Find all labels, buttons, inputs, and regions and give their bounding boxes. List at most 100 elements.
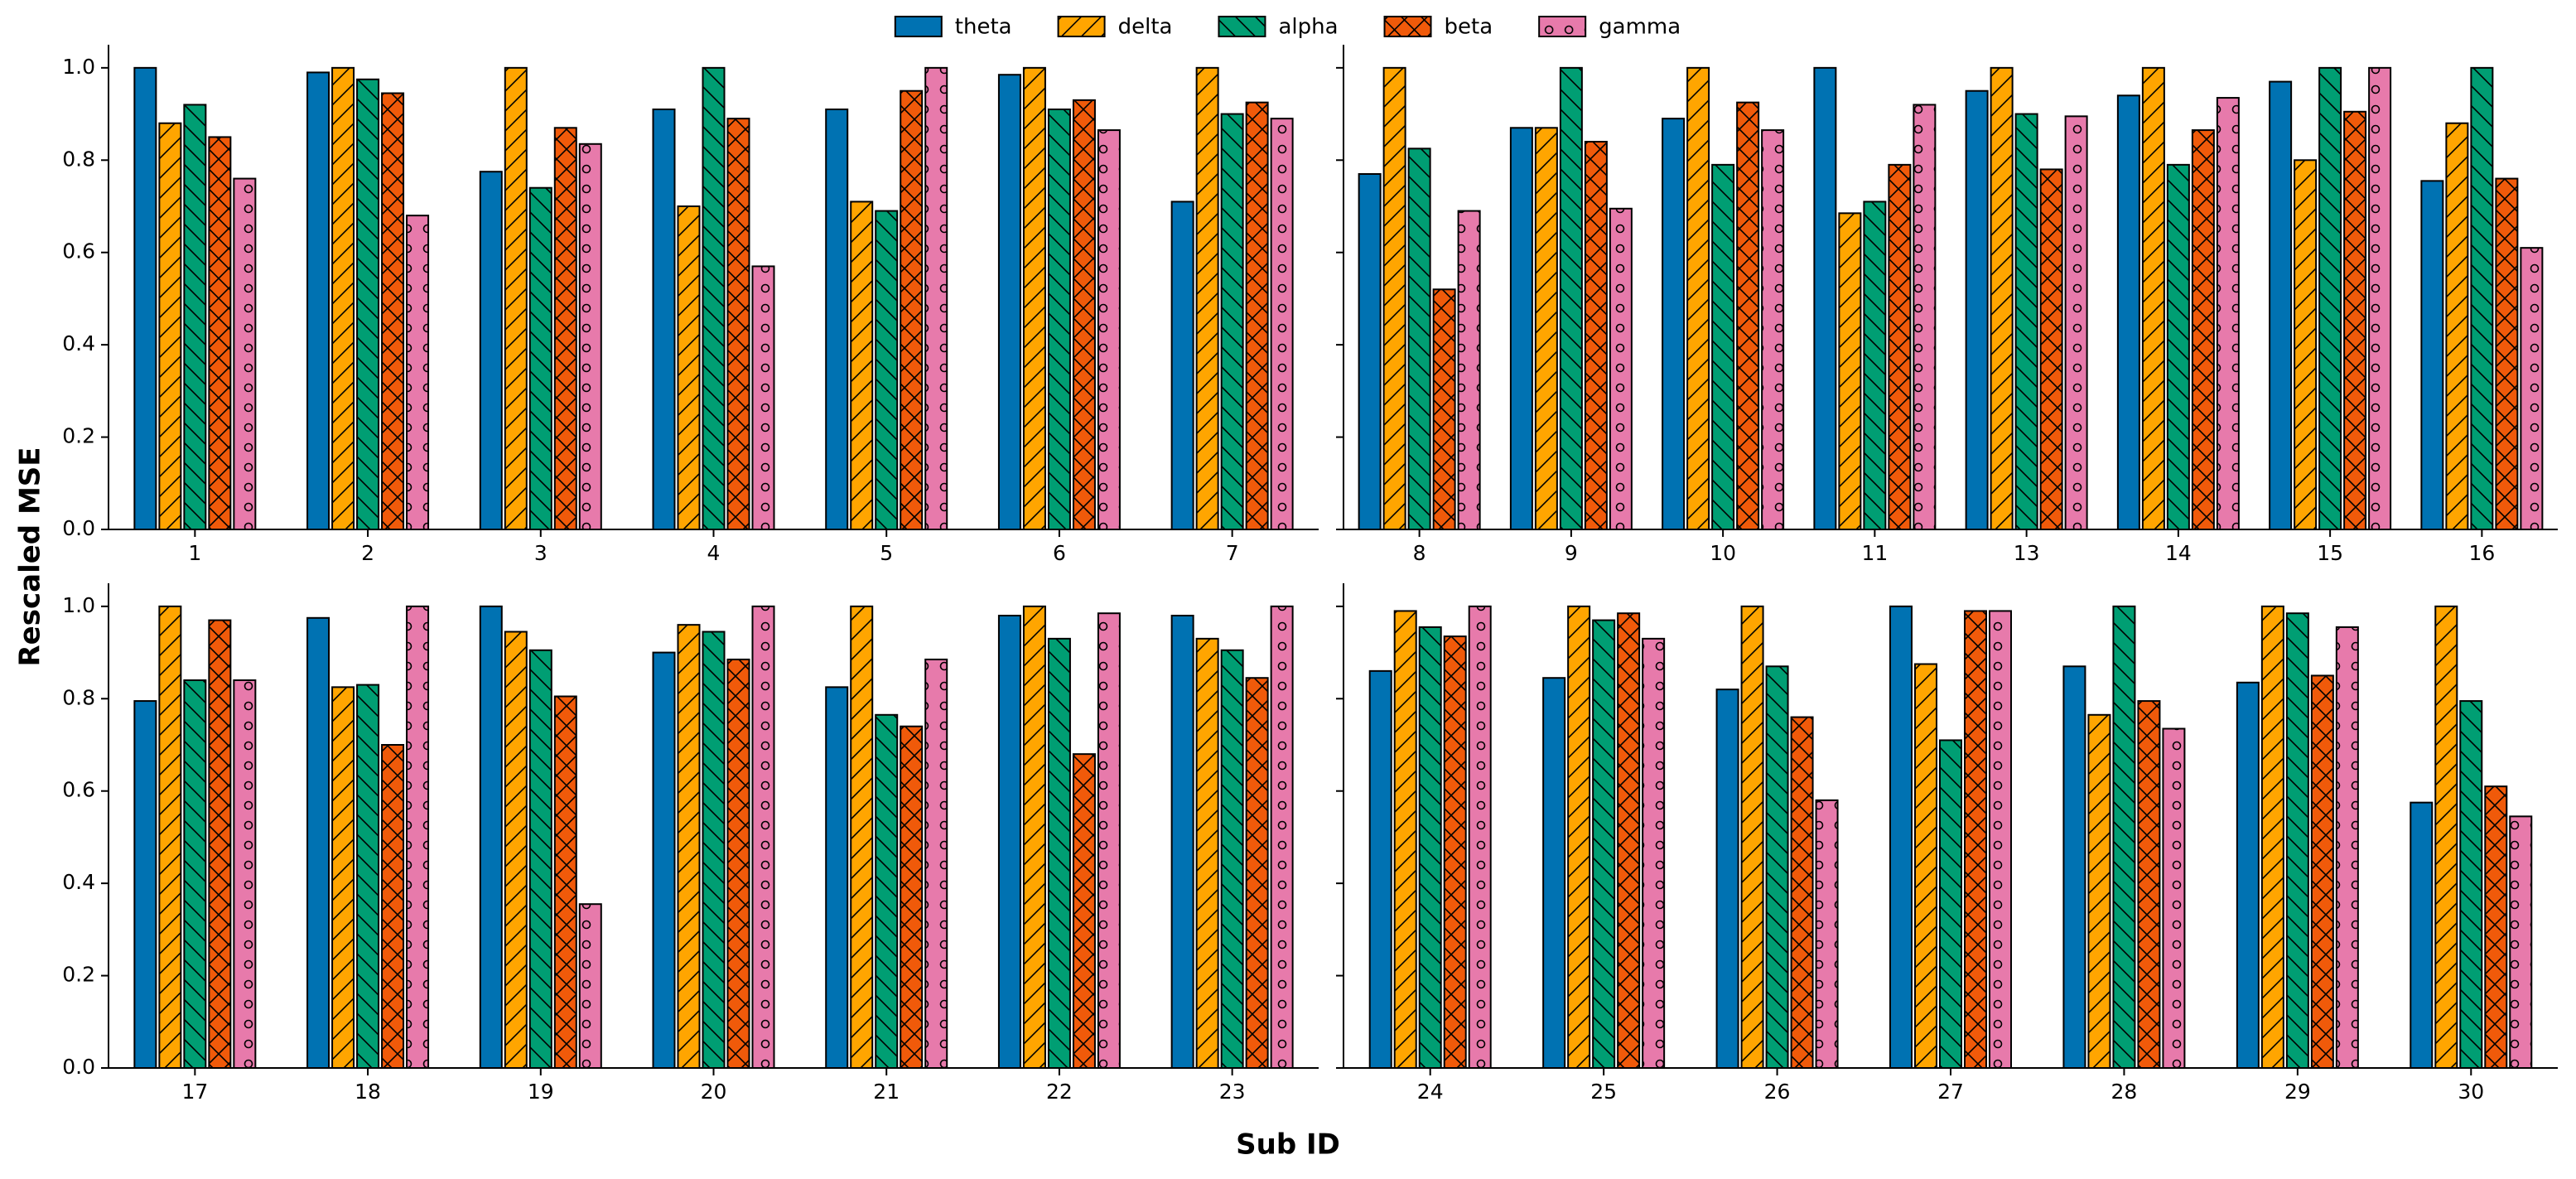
bar: [1443, 635, 1467, 1069]
bar: [381, 92, 405, 530]
bar: [1418, 626, 1442, 1069]
bar: [1195, 637, 1219, 1069]
bar: [924, 658, 948, 1070]
bar: [1711, 163, 1735, 530]
bar: [2236, 681, 2260, 1069]
bar: [1220, 649, 1244, 1069]
legend-label: theta: [955, 15, 1012, 40]
bar: [1509, 127, 1533, 531]
bar: [504, 66, 528, 531]
bar: [1715, 689, 1739, 1070]
bar: [2343, 110, 2367, 531]
bar: [2410, 801, 2434, 1070]
bar: [751, 605, 775, 1069]
x-tick-label: 10: [1710, 541, 1736, 565]
bar: [875, 713, 899, 1069]
bar: [158, 605, 182, 1069]
bar: [1815, 799, 1839, 1069]
bar: [356, 78, 380, 531]
bar: [1368, 669, 1392, 1069]
bar: [406, 605, 430, 1069]
x-tick-label: 3: [534, 541, 548, 565]
bar: [652, 651, 676, 1069]
bar: [1761, 129, 1785, 530]
y-tick-label: 0.2: [62, 424, 95, 448]
bar: [1072, 99, 1096, 531]
y-tick-label: 0.4: [62, 331, 95, 355]
bar: [2420, 180, 2444, 530]
bar: [2116, 94, 2140, 531]
bar: [1990, 66, 2014, 531]
bar: [2495, 177, 2519, 530]
bar: [1432, 288, 1456, 530]
bar: [2191, 129, 2215, 530]
bar: [1888, 163, 1912, 530]
bar: [1736, 101, 1760, 530]
bar: [133, 66, 157, 531]
bar: [2039, 168, 2063, 531]
bar: [1468, 605, 1492, 1069]
bar: [900, 725, 924, 1069]
bar: [331, 686, 355, 1069]
y-tick-label: 0.2: [62, 963, 95, 987]
x-tick-label: 16: [2468, 541, 2495, 565]
bar: [1965, 89, 1989, 530]
legend-swatch: [894, 16, 943, 37]
bar: [306, 616, 330, 1069]
bar: [183, 104, 207, 530]
bar: [2484, 785, 2508, 1070]
x-tick-label: 1: [188, 541, 201, 565]
bar: [233, 679, 257, 1069]
bar: [2509, 815, 2533, 1069]
bar: [2062, 665, 2086, 1069]
legend-swatch: [1218, 16, 1266, 37]
x-tick-label: 25: [1590, 1080, 1617, 1104]
x-tick-label: 13: [2014, 541, 2040, 565]
bar: [1047, 109, 1071, 530]
x-tick-label: 5: [880, 541, 893, 565]
bar: [381, 744, 405, 1069]
x-tick-label: 6: [1053, 541, 1066, 565]
bar: [1989, 610, 2012, 1069]
bar: [1863, 201, 1887, 531]
x-tick-label: 11: [1861, 541, 1888, 565]
bar: [1914, 663, 1937, 1069]
x-axis-label: Sub ID: [1236, 1128, 1340, 1162]
bar: [1534, 127, 1558, 531]
bar: [900, 89, 924, 530]
bar: [1220, 113, 1244, 530]
bar: [1022, 66, 1046, 531]
bar: [553, 127, 577, 531]
bar: [1686, 66, 1710, 531]
bar: [1245, 101, 1269, 530]
bar: [1270, 118, 1294, 530]
bar: [2269, 80, 2293, 531]
bar: [208, 619, 232, 1069]
bar: [1170, 201, 1194, 531]
bar: [504, 631, 528, 1069]
y-axis-label: Rescaled MSE: [14, 447, 47, 666]
bar: [1813, 66, 1837, 531]
bar: [479, 605, 503, 1069]
bar: [1609, 207, 1633, 531]
bar: [2335, 626, 2359, 1069]
bar: [2434, 605, 2458, 1069]
x-tick-label: 19: [528, 1080, 554, 1104]
bar: [677, 205, 701, 530]
bar: [1245, 677, 1269, 1069]
bar: [702, 66, 726, 531]
bar: [1838, 212, 1862, 530]
bar: [850, 201, 874, 531]
bar: [1964, 610, 1987, 1069]
bar: [2260, 605, 2284, 1069]
bar: [2318, 66, 2342, 531]
legend-item: gamma: [1538, 15, 1681, 40]
bar: [133, 700, 157, 1069]
y-tick-label: 1.0: [62, 593, 95, 617]
x-tick-label: 24: [1417, 1080, 1444, 1104]
bar: [233, 177, 257, 530]
bar: [2112, 605, 2136, 1069]
bar: [2141, 66, 2165, 531]
bar: [553, 695, 577, 1069]
bar: [825, 686, 849, 1069]
